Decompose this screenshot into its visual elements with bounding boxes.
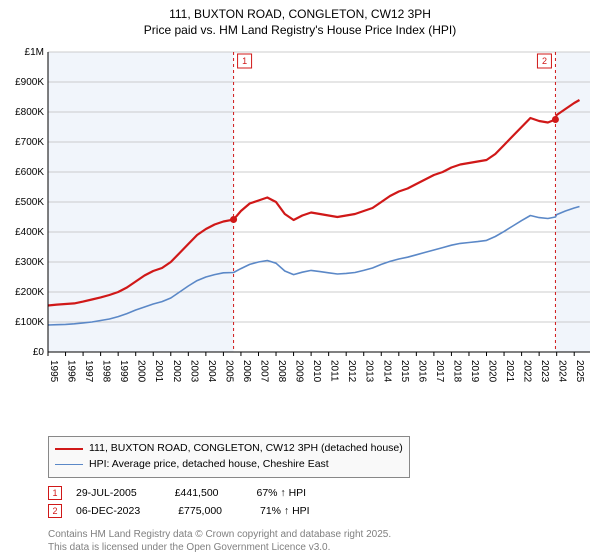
- svg-text:2024: 2024: [557, 360, 568, 383]
- svg-text:2007: 2007: [258, 360, 269, 383]
- svg-text:1997: 1997: [83, 360, 94, 383]
- svg-text:2013: 2013: [364, 360, 375, 383]
- svg-text:£100K: £100K: [15, 317, 44, 328]
- legend-label-hpi: HPI: Average price, detached house, Ches…: [89, 457, 329, 473]
- legend-row-property: 111, BUXTON ROAD, CONGLETON, CW12 3PH (d…: [55, 441, 403, 457]
- sale-row-2: 2 06-DEC-2023 £775,000 71% ↑ HPI: [48, 502, 588, 520]
- svg-text:2022: 2022: [522, 360, 533, 383]
- svg-text:2012: 2012: [346, 360, 357, 383]
- svg-text:2011: 2011: [329, 360, 340, 382]
- legend-block: 111, BUXTON ROAD, CONGLETON, CW12 3PH (d…: [48, 436, 588, 520]
- legend-row-hpi: HPI: Average price, detached house, Ches…: [55, 457, 403, 473]
- sale-delta-1: 67% ↑ HPI: [257, 487, 307, 499]
- svg-text:2023: 2023: [539, 360, 550, 383]
- svg-text:2004: 2004: [206, 360, 217, 383]
- svg-text:1995: 1995: [48, 360, 59, 383]
- svg-text:2: 2: [542, 56, 547, 66]
- svg-text:£700K: £700K: [15, 137, 44, 148]
- svg-text:2015: 2015: [399, 360, 410, 383]
- sale-date-2: 06-DEC-2023: [76, 505, 140, 517]
- svg-text:£900K: £900K: [15, 77, 44, 88]
- title-line1: 111, BUXTON ROAD, CONGLETON, CW12 3PH: [0, 6, 600, 22]
- chart-title: 111, BUXTON ROAD, CONGLETON, CW12 3PH Pr…: [0, 0, 600, 38]
- line-chart: £0 £100K £200K £300K £400K £500K £600K £700K £80…: [0, 42, 600, 400]
- sale-row-1: 1 29-JUL-2005 £441,500 67% ↑ HPI: [48, 484, 588, 502]
- sales-table: 1 29-JUL-2005 £441,500 67% ↑ HPI 2 06-DE…: [48, 484, 588, 520]
- attribution: Contains HM Land Registry data © Crown c…: [48, 528, 391, 554]
- svg-text:£0: £0: [33, 347, 45, 358]
- svg-text:2002: 2002: [171, 360, 182, 383]
- chart-area: £0 £100K £200K £300K £400K £500K £600K £700K £80…: [0, 42, 600, 400]
- footer-line2: This data is licensed under the Open Gov…: [48, 541, 391, 554]
- svg-text:2009: 2009: [294, 360, 305, 383]
- legend-box: 111, BUXTON ROAD, CONGLETON, CW12 3PH (d…: [48, 436, 410, 478]
- svg-text:2010: 2010: [311, 360, 322, 383]
- title-line2: Price paid vs. HM Land Registry's House …: [0, 22, 600, 38]
- legend-label-property: 111, BUXTON ROAD, CONGLETON, CW12 3PH (d…: [89, 441, 403, 457]
- svg-text:£1M: £1M: [25, 47, 44, 58]
- svg-text:2000: 2000: [136, 360, 147, 383]
- svg-text:2003: 2003: [188, 360, 199, 383]
- sale-marker-1: 1: [48, 486, 62, 500]
- svg-text:2020: 2020: [487, 360, 498, 383]
- swatch-property: [55, 448, 83, 450]
- sale-price-1: £441,500: [175, 487, 219, 499]
- svg-text:2006: 2006: [241, 360, 252, 383]
- svg-text:2005: 2005: [223, 360, 234, 383]
- svg-text:£800K: £800K: [15, 107, 44, 118]
- sale-date-1: 29-JUL-2005: [76, 487, 137, 499]
- svg-text:2021: 2021: [504, 360, 515, 383]
- svg-text:2001: 2001: [153, 360, 164, 383]
- figure: 111, BUXTON ROAD, CONGLETON, CW12 3PH Pr…: [0, 0, 600, 560]
- svg-text:2014: 2014: [381, 360, 392, 383]
- svg-text:2018: 2018: [451, 360, 462, 383]
- svg-text:£400K: £400K: [15, 227, 44, 238]
- svg-text:1: 1: [242, 56, 247, 66]
- svg-text:2017: 2017: [434, 360, 445, 383]
- svg-text:2016: 2016: [416, 360, 427, 383]
- svg-text:1998: 1998: [101, 360, 112, 383]
- svg-text:1999: 1999: [118, 360, 129, 383]
- swatch-hpi: [55, 464, 83, 465]
- svg-text:£600K: £600K: [15, 167, 44, 178]
- svg-text:2019: 2019: [469, 360, 480, 383]
- sale-price-2: £775,000: [178, 505, 222, 517]
- svg-text:£300K: £300K: [15, 257, 44, 268]
- footer-line1: Contains HM Land Registry data © Crown c…: [48, 528, 391, 541]
- sale-marker-2: 2: [48, 504, 62, 518]
- svg-text:2008: 2008: [276, 360, 287, 383]
- sale-delta-2: 71% ↑ HPI: [260, 505, 310, 517]
- svg-text:£500K: £500K: [15, 197, 44, 208]
- svg-text:1996: 1996: [66, 360, 77, 383]
- svg-text:£200K: £200K: [15, 287, 44, 298]
- svg-text:2025: 2025: [574, 360, 585, 383]
